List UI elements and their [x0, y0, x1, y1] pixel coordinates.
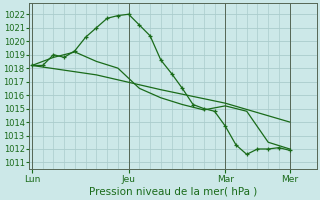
X-axis label: Pression niveau de la mer( hPa ): Pression niveau de la mer( hPa )	[89, 187, 257, 197]
